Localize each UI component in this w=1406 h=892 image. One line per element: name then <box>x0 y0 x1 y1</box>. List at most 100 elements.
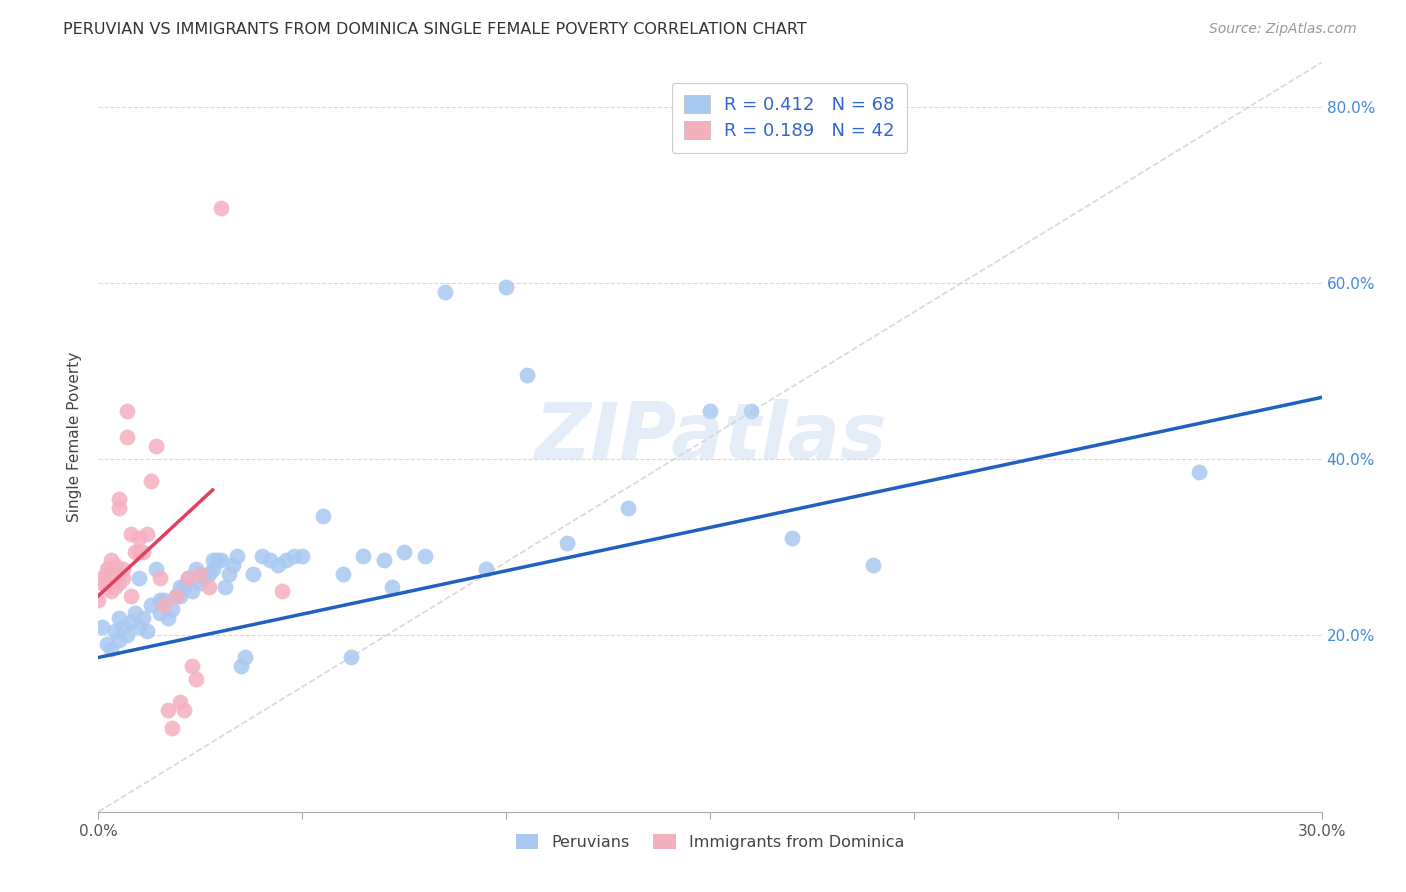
Point <box>214 580 236 594</box>
Point <box>242 566 264 581</box>
Text: PERUVIAN VS IMMIGRANTS FROM DOMINICA SINGLE FEMALE POVERTY CORRELATION CHART: PERUVIAN VS IMMIGRANTS FROM DOMINICA SIN… <box>63 22 807 37</box>
Point <box>141 598 163 612</box>
Point <box>188 566 212 581</box>
Point <box>149 607 172 621</box>
Point <box>108 611 131 625</box>
Point <box>226 549 249 563</box>
Point <box>96 580 118 594</box>
Point <box>111 562 134 576</box>
Point <box>373 553 395 567</box>
Point <box>186 562 208 576</box>
Point <box>124 607 146 621</box>
Point <box>250 549 273 563</box>
Point <box>474 562 498 576</box>
Point <box>1188 466 1211 480</box>
Point <box>152 598 174 612</box>
Point <box>145 439 167 453</box>
Point <box>156 703 179 717</box>
Point <box>413 549 436 563</box>
Point <box>209 201 232 215</box>
Point <box>197 580 219 594</box>
Point <box>141 474 163 488</box>
Point <box>270 584 294 599</box>
Point <box>177 571 200 585</box>
Point <box>381 580 404 594</box>
Point <box>104 580 127 594</box>
Point <box>100 641 122 656</box>
Point <box>205 553 228 567</box>
Point <box>156 611 179 625</box>
Point <box>100 553 122 567</box>
Point <box>132 544 155 558</box>
Point <box>267 558 290 572</box>
Point <box>104 566 127 581</box>
Point <box>188 575 212 590</box>
Point <box>91 619 114 633</box>
Point <box>173 580 195 594</box>
Text: Source: ZipAtlas.com: Source: ZipAtlas.com <box>1209 22 1357 37</box>
Point <box>169 694 191 708</box>
Point <box>392 544 416 558</box>
Text: ZIPatlas: ZIPatlas <box>534 399 886 475</box>
Point <box>108 500 131 515</box>
Point <box>115 628 138 642</box>
Point <box>312 509 335 524</box>
Point <box>120 589 142 603</box>
Point <box>108 575 131 590</box>
Point <box>274 553 297 567</box>
Point <box>100 571 122 585</box>
Point <box>283 549 305 563</box>
Point <box>120 615 142 630</box>
Point <box>128 544 150 558</box>
Point <box>209 553 232 567</box>
Point <box>100 584 122 599</box>
Point <box>555 536 579 550</box>
Point <box>87 593 110 607</box>
Point <box>699 403 721 417</box>
Point <box>169 580 191 594</box>
Point <box>108 491 131 506</box>
Point <box>104 624 127 638</box>
Point <box>115 403 138 417</box>
Point <box>291 549 314 563</box>
Point <box>160 721 183 735</box>
Point <box>181 584 204 599</box>
Point <box>132 611 155 625</box>
Point <box>96 562 118 576</box>
Point <box>197 566 219 581</box>
Point <box>173 703 195 717</box>
Point <box>128 619 150 633</box>
Point <box>516 368 538 383</box>
Point <box>128 532 150 546</box>
Point <box>104 558 127 572</box>
Point <box>165 589 187 603</box>
Point <box>617 500 640 515</box>
Point <box>111 619 134 633</box>
Point <box>120 527 142 541</box>
Point <box>186 673 208 687</box>
Point <box>181 659 204 673</box>
Point <box>128 571 150 585</box>
Point <box>780 532 803 546</box>
Point <box>169 589 191 603</box>
Point <box>152 593 174 607</box>
Point <box>96 637 118 651</box>
Point <box>201 562 224 576</box>
Point <box>115 430 138 444</box>
Point <box>124 544 146 558</box>
Point <box>91 571 114 585</box>
Point <box>495 280 517 294</box>
Point <box>233 650 256 665</box>
Point <box>193 571 215 585</box>
Point <box>111 571 134 585</box>
Y-axis label: Single Female Poverty: Single Female Poverty <box>67 352 83 522</box>
Point <box>165 589 187 603</box>
Point <box>740 403 762 417</box>
Point <box>91 575 114 590</box>
Point <box>201 553 224 567</box>
Point <box>145 562 167 576</box>
Point <box>188 566 212 581</box>
Point <box>136 624 159 638</box>
Point <box>160 602 183 616</box>
Point <box>222 558 245 572</box>
